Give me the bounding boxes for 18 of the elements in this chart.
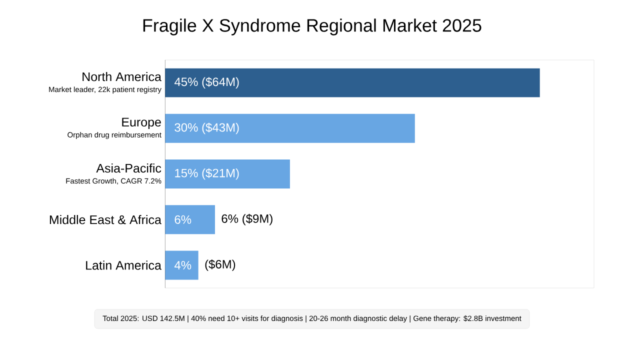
- y-tick-label: North America: [82, 72, 162, 82]
- data-label: 6%: [174, 215, 192, 224]
- bar: [165, 159, 290, 188]
- y-tick-label: Middle East & Africa: [50, 214, 162, 224]
- y-tick-label: Europe: [122, 118, 161, 130]
- data-label: 15% ($21M): [175, 168, 239, 180]
- annotation: 6% ($9M): [222, 214, 272, 226]
- data-label: 4%: [174, 260, 192, 270]
- bar: [165, 68, 540, 98]
- y-tick-label: Asia-Pacific: [96, 163, 162, 173]
- bar: [165, 205, 215, 234]
- bar: [165, 114, 415, 143]
- data-label: 30% ($43M): [174, 122, 239, 134]
- data-label: 45% ($64M): [174, 77, 239, 88]
- annotation: ($6M): [205, 260, 236, 271]
- y-tick-label: Latin America: [86, 260, 162, 270]
- bar: [165, 250, 198, 280]
- chart-title: Fragile X Syndrome Regional Market 2025: [143, 18, 482, 36]
